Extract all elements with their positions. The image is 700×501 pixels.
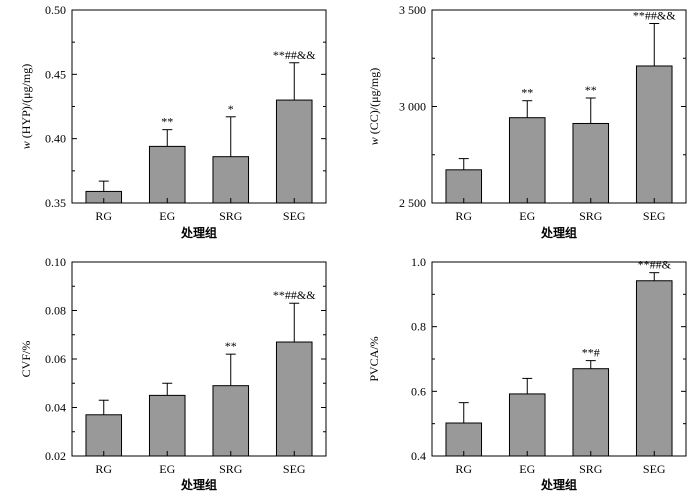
y-tick-label: 0.35 [45,196,66,210]
bar [572,122,610,204]
x-axis-title: 处理组 [540,225,577,240]
y-axis-title-text: CVF/% [19,341,33,378]
significance-label: **##&& [273,48,316,62]
x-tick-label: SRG [219,209,243,223]
bar [212,156,250,204]
chart-panel-2: 2 500 3 000 3 500 RG ** EG ** SRG **##&& SEG 处理组 w … [367,3,687,240]
y-tick-label: 0.04 [45,401,66,415]
x-tick-label: SEG [283,462,306,476]
bar [635,65,673,204]
chart-panel-3: 0.02 0.04 0.06 0.08 0.10 RG EG ** SRG **##&& SEG 处理… [19,255,327,492]
y-tick-label: 0.10 [45,255,66,269]
y-tick-label: 0.8 [411,320,426,334]
bar [148,145,186,204]
bar [275,99,313,204]
significance-label: **##&& [273,288,316,302]
bar [275,341,313,457]
x-tick-label: EG [519,209,535,223]
significance-label: **##&& [633,9,676,23]
y-axis-title: PVCA/% [367,336,381,381]
x-tick-label: RG [455,209,472,223]
significance-label: **# [582,346,600,360]
bar [445,422,483,457]
bar [148,394,186,457]
x-axis-title: 处理组 [180,225,217,240]
significance-label: **##& [638,258,672,272]
y-tick-label: 0.40 [45,132,66,146]
bar [212,385,250,457]
x-tick-label: EG [519,462,535,476]
y-axis-title-prefix: w [367,137,381,145]
bar [572,368,610,457]
y-axis-title: w (HYP)/(μg/mg) [19,64,33,149]
x-axis-title: 处理组 [180,477,217,492]
y-tick-label: 3 000 [399,100,426,114]
x-tick-label: SEG [643,462,666,476]
y-axis-title-text: PVCA/% [367,336,381,381]
significance-label: ** [521,86,533,100]
y-tick-label: 0.02 [45,449,66,463]
y-tick-label: 2 500 [399,196,426,210]
y-axis-title-text: (HYP)/(μg/mg) [19,64,33,141]
chart-panel-1: 0.35 0.40 0.45 0.50 RG ** EG * SRG **##&& SEG 处理组 w … [19,3,327,240]
x-tick-label: RG [95,209,112,223]
significance-label: * [228,102,234,116]
x-axis-title: 处理组 [540,477,577,492]
significance-label: ** [225,339,237,353]
x-tick-label: SRG [219,462,243,476]
bar [508,117,546,204]
y-axis-title-prefix: w [19,141,33,149]
y-tick-label: 0.06 [45,352,66,366]
y-tick-label: 0.4 [411,449,426,463]
x-tick-label: SEG [283,209,306,223]
y-tick-label: 1.0 [411,255,426,269]
x-tick-label: RG [95,462,112,476]
significance-label: ** [585,83,597,97]
bar [635,280,673,457]
significance-label: ** [161,115,173,129]
bar [85,414,123,457]
y-tick-label: 0.50 [45,3,66,17]
bar [508,393,546,457]
x-tick-label: EG [159,462,175,476]
y-axis-title-text: (CC)/(μg/mg) [367,68,381,137]
y-tick-label: 0.6 [411,384,426,398]
x-tick-label: RG [455,462,472,476]
y-axis-title: w (CC)/(μg/mg) [367,68,381,145]
x-tick-label: SRG [579,209,603,223]
chart-panel-4: 0.4 0.6 0.8 1.0 RG EG **# SRG **##& SEG 处理组 PVCA/% [367,255,687,492]
y-tick-label: 3 500 [399,3,426,17]
y-axis-title: CVF/% [19,341,33,378]
x-tick-label: EG [159,209,175,223]
y-tick-label: 0.45 [45,67,66,81]
y-tick-label: 0.08 [45,304,66,318]
x-tick-label: SEG [643,209,666,223]
x-tick-label: SRG [579,462,603,476]
